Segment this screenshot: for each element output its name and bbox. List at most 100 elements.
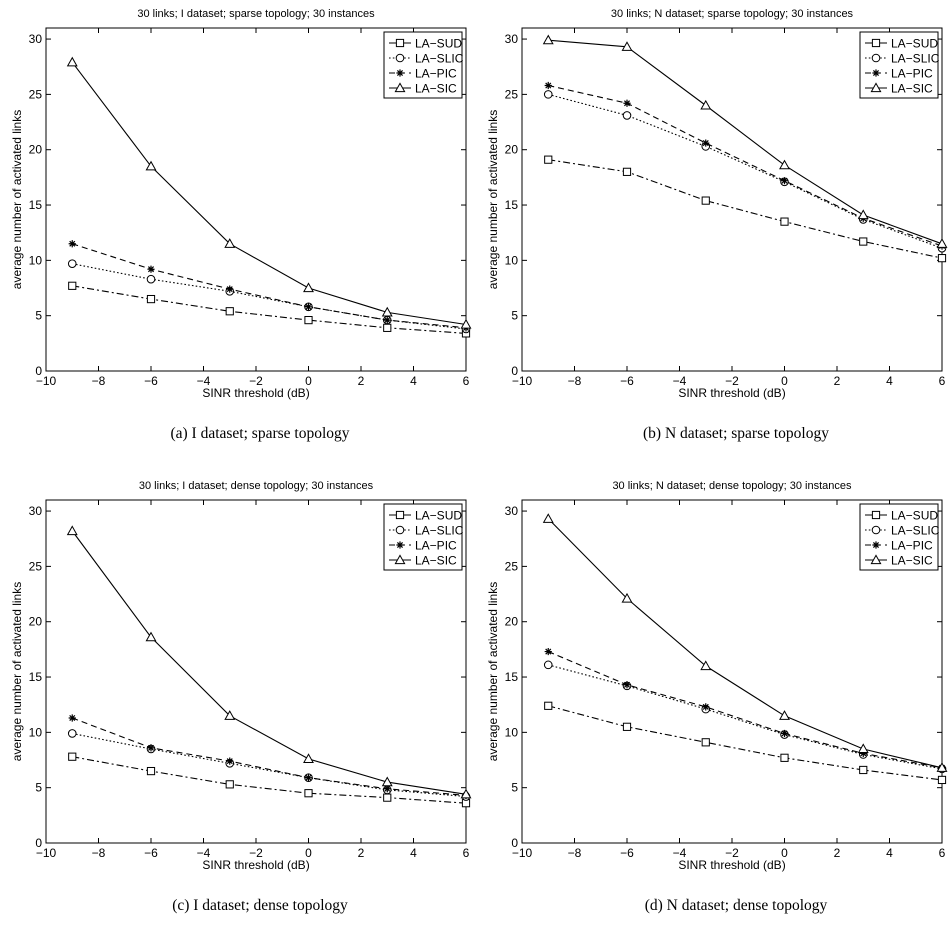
data-point-a-1-1 (146, 274, 156, 284)
x-tick-label-b-5: 0 (781, 374, 788, 388)
x-axis-label-d: SINR threshold (dB) (678, 858, 785, 872)
chart-svg-a: 30 links; I dataset; sparse topology; 30… (10, 8, 472, 442)
data-point-d-3-4 (857, 743, 869, 754)
x-tick-label-d-6: 2 (834, 846, 841, 860)
data-point-a-0-1 (146, 294, 156, 304)
y-tick-label-c-3: 15 (29, 670, 43, 684)
legend-label-b-2: LA−PIC (891, 67, 933, 81)
data-point-b-2-0 (544, 81, 552, 90)
data-point-a-0-0 (68, 281, 77, 290)
x-tick-label-d-7: 4 (886, 846, 893, 860)
data-point-b-3-3 (779, 159, 790, 170)
data-point-a-2-1 (147, 265, 155, 273)
series-b-1 (543, 90, 947, 253)
series-d-3 (542, 513, 948, 772)
x-tick-label-c-2: −6 (144, 846, 158, 860)
chart-panel-d: 30 links; N dataset; dense topology; 30 … (476, 472, 951, 944)
y-tick-label-b-0: 0 (511, 364, 518, 378)
data-point-d-0-3 (780, 753, 789, 762)
data-point-b-3-1 (621, 41, 633, 51)
series-b-2 (544, 81, 946, 250)
data-point-a-2-0 (68, 240, 76, 248)
y-tick-label-b-2: 10 (505, 253, 519, 267)
chart-svg-d: 30 links; N dataset; dense topology; 30 … (486, 480, 948, 914)
legend-marker-c-1 (395, 525, 405, 535)
data-point-a-3-5 (460, 318, 472, 329)
legend-label-a-3: LA−SIC (415, 82, 457, 96)
data-point-c-2-3 (304, 774, 313, 782)
x-tick-label-d-1: −8 (568, 846, 582, 860)
x-tick-label-a-5: 0 (305, 374, 312, 388)
series-c-2 (68, 714, 470, 800)
series-line-a-0 (72, 285, 467, 334)
y-tick-label-d-5: 25 (505, 559, 519, 573)
data-point-d-3-0 (542, 513, 554, 523)
chart-caption-c: (c) I dataset; dense topology (172, 897, 348, 914)
data-point-c-3-1 (145, 631, 157, 642)
y-tick-label-c-5: 25 (29, 559, 43, 573)
y-tick-label-a-3: 15 (29, 198, 43, 212)
y-tick-label-a-4: 20 (29, 143, 43, 157)
chart-caption-d: (d) N dataset; dense topology (645, 897, 828, 914)
legend-label-a-1: LA−SLIC (415, 52, 464, 66)
chart-title-a: 30 links; I dataset; sparse topology; 30… (137, 8, 375, 20)
chart-svg-b: 30 links; N dataset; sparse topology; 30… (486, 8, 948, 442)
y-axis-label-c: average number of activated links (10, 582, 24, 761)
data-point-a-2-2 (226, 285, 234, 293)
legend-marker-c-0 (395, 510, 405, 520)
data-point-b-3-5 (936, 238, 948, 248)
series-line-d-2 (548, 651, 943, 769)
legend-marker-a-2 (396, 69, 404, 77)
data-point-a-0-4 (383, 323, 392, 332)
data-point-a-3-0 (66, 56, 78, 67)
legend-label-a-2: LA−PIC (415, 67, 457, 81)
data-point-a-3-2 (224, 238, 236, 248)
data-point-c-3-3 (303, 753, 314, 764)
legend-label-b-0: LA−SUD (891, 37, 938, 51)
data-point-c-2-0 (68, 714, 76, 722)
x-tick-label-d-3: −4 (673, 846, 687, 860)
chart-caption-b: (b) N dataset; sparse topology (643, 425, 829, 442)
chart-svg-c: 30 links; I dataset; dense topology; 30 … (10, 480, 472, 914)
series-line-d-3 (547, 518, 943, 769)
y-tick-label-c-1: 5 (35, 781, 42, 795)
data-point-b-2-3 (780, 177, 789, 185)
legend-label-c-3: LA−SIC (415, 554, 457, 568)
legend-label-b-1: LA−SLIC (891, 52, 940, 66)
data-point-c-2-4 (383, 785, 391, 793)
data-point-c-0-3 (304, 789, 313, 798)
data-point-b-2-2 (702, 139, 710, 147)
y-tick-label-d-0: 0 (511, 836, 518, 850)
x-tick-label-a-4: −2 (249, 374, 263, 388)
x-tick-label-b-7: 4 (886, 374, 893, 388)
x-tick-label-d-5: 0 (781, 846, 788, 860)
series-d-2 (544, 647, 946, 772)
y-axis-label-a: average number of activated links (10, 110, 24, 289)
x-axis-label-b: SINR threshold (dB) (678, 386, 785, 400)
x-tick-label-b-0: −10 (512, 374, 533, 388)
y-axis-label-b: average number of activated links (486, 110, 500, 289)
data-point-a-0-3 (304, 316, 313, 325)
chart-title-c: 30 links; I dataset; dense topology; 30 … (139, 480, 374, 492)
series-line-d-0 (548, 705, 943, 781)
y-tick-label-a-2: 10 (29, 253, 43, 267)
y-tick-label-b-3: 15 (505, 198, 519, 212)
data-point-d-2-3 (780, 729, 789, 738)
data-point-a-2-4 (383, 316, 391, 324)
series-line-c-0 (72, 756, 467, 804)
y-tick-label-a-1: 5 (35, 309, 42, 323)
series-line-a-2 (72, 243, 467, 329)
data-point-d-0-5 (937, 775, 947, 785)
x-tick-label-a-3: −4 (197, 374, 211, 388)
data-point-c-0-4 (383, 793, 392, 802)
legend-label-d-3: LA−SIC (891, 554, 933, 568)
x-tick-label-c-7: 4 (410, 846, 417, 860)
data-point-b-0-5 (937, 254, 947, 263)
series-c-1 (67, 729, 471, 801)
y-tick-label-d-3: 15 (505, 670, 519, 684)
y-tick-label-d-6: 30 (505, 504, 519, 518)
x-tick-label-c-0: −10 (36, 846, 57, 860)
series-c-0 (68, 752, 471, 808)
